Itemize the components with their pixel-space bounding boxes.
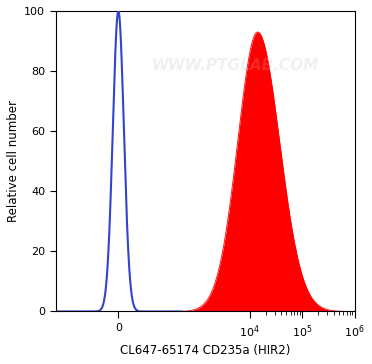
Y-axis label: Relative cell number: Relative cell number [7, 100, 20, 222]
Text: WWW.PTGLAB.COM: WWW.PTGLAB.COM [151, 58, 319, 72]
X-axis label: CL647-65174 CD235a (HIR2): CL647-65174 CD235a (HIR2) [120, 344, 290, 357]
